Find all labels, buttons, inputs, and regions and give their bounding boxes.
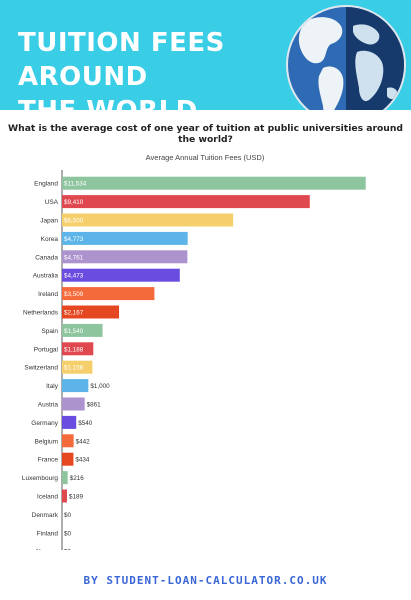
category-label: Italy [46, 383, 59, 390]
category-label: France [38, 457, 59, 464]
category-label: Australia [33, 273, 59, 280]
value-label: $1,188 [64, 346, 84, 353]
bar [62, 195, 310, 209]
title-line-2: THE WORLD [18, 94, 308, 110]
chart-title: Average Annual Tuition Fees (USD) [146, 153, 265, 162]
value-label: $9,410 [64, 199, 84, 206]
value-label: $1,000 [90, 383, 110, 390]
bar [62, 323, 103, 337]
value-label: $0 [64, 549, 72, 550]
subtitle: What is the average cost of one year of … [8, 123, 403, 145]
bar [62, 268, 180, 282]
value-label: $189 [69, 494, 84, 501]
category-label: Iceland [37, 494, 58, 501]
value-label: $442 [76, 438, 91, 445]
bar [62, 471, 68, 485]
value-label: $2,167 [64, 310, 84, 317]
value-label: $540 [78, 420, 93, 427]
category-label: Ireland [38, 291, 58, 298]
category-label: Finland [37, 530, 59, 537]
bar [62, 415, 77, 429]
value-label: $3,509 [64, 291, 84, 298]
value-label: $0 [64, 530, 72, 537]
bar [62, 213, 234, 227]
category-label: Switzerland [24, 365, 58, 372]
bar [62, 434, 74, 448]
bar [62, 452, 74, 466]
category-label: Germany [31, 420, 58, 427]
header-banner: TUITION FEES AROUND THE WORLD [0, 0, 411, 110]
bar [62, 305, 120, 319]
bar [62, 250, 188, 264]
bars-layer: England $11,534 USA $9,410 Japan $6,500 Korea $… [22, 170, 366, 550]
footer-credit: BY STUDENT-LOAN-CALCULATOR.CO.UK [83, 574, 328, 587]
value-label: $4,761 [64, 254, 84, 261]
value-label: $4,473 [64, 273, 84, 280]
value-label: $1,540 [64, 328, 84, 335]
title-line-1: TUITION FEES AROUND [18, 28, 225, 92]
category-label: USA [45, 199, 59, 206]
value-label: $0 [64, 512, 72, 519]
value-label: $216 [70, 475, 85, 482]
bar [62, 176, 366, 190]
category-label: Belgium [35, 438, 58, 445]
value-label: $434 [75, 457, 90, 464]
bar [62, 360, 93, 374]
bar [62, 231, 188, 245]
value-label: $861 [87, 402, 102, 409]
category-label: Canada [35, 254, 58, 261]
category-label: Japan [40, 218, 58, 225]
category-label: Spain [41, 328, 58, 335]
value-label: $11,534 [64, 181, 87, 188]
category-label: Netherlands [23, 310, 59, 317]
page-title: TUITION FEES AROUND THE WORLD [18, 26, 308, 110]
category-label: Korea [41, 236, 59, 243]
category-label: Denmark [32, 512, 59, 519]
bar [62, 287, 155, 301]
value-label: $4,773 [64, 236, 84, 243]
bar [62, 489, 67, 503]
tuition-bar-chart: Average Annual Tuition Fees (USD) Englan… [22, 153, 366, 550]
category-label: England [34, 181, 58, 188]
bar [62, 342, 94, 356]
category-label: Luxembourg [22, 475, 59, 482]
value-label: $6,500 [64, 218, 84, 225]
category-label: Portugal [34, 346, 59, 353]
globe-icon [286, 5, 406, 110]
bar [62, 397, 85, 411]
bar [62, 379, 89, 393]
category-label: Austria [38, 402, 59, 409]
value-label: $1,156 [64, 365, 84, 372]
category-label: Norway [36, 549, 59, 550]
